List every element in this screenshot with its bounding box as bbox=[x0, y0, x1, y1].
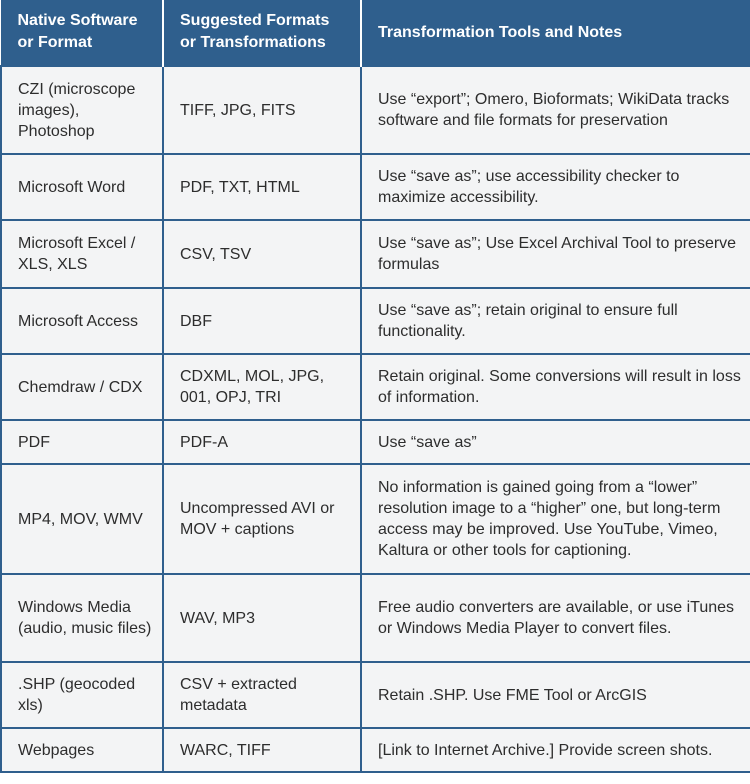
table-row: Microsoft Access DBF Use “save as”; reta… bbox=[0, 287, 750, 355]
cell-notes: Use “save as”; retain original to ensure… bbox=[360, 287, 750, 355]
cell-suggested-format: TIFF, JPG, FITS bbox=[162, 65, 362, 155]
cell-suggested-format: DBF bbox=[162, 287, 362, 355]
header-tools-notes: Transformation Tools and Notes bbox=[360, 0, 750, 66]
cell-suggested-format: PDF, TXT, HTML bbox=[162, 153, 362, 221]
table-row: Webpages WARC, TIFF [Link to Internet Ar… bbox=[0, 727, 750, 773]
cell-notes: [Link to Internet Archive.] Provide scre… bbox=[360, 727, 750, 773]
table-row: Windows Media (audio, music files) WAV, … bbox=[0, 573, 750, 663]
cell-native-format: Chemdraw / CDX bbox=[0, 353, 164, 421]
cell-notes: Use “save as”; Use Excel Archival Tool t… bbox=[360, 219, 750, 289]
header-native-software: Native Software or Format bbox=[0, 0, 163, 66]
table-row: .SHP (geocoded xls) CSV + extracted meta… bbox=[0, 661, 750, 729]
cell-native-format: Webpages bbox=[0, 727, 164, 773]
cell-native-format: PDF bbox=[0, 419, 164, 465]
table-row: Chemdraw / CDX CDXML, MOL, JPG, 001, OPJ… bbox=[0, 353, 750, 421]
cell-notes: Use “save as” bbox=[360, 419, 750, 465]
cell-suggested-format: PDF-A bbox=[162, 419, 362, 465]
table-row: Microsoft Word PDF, TXT, HTML Use “save … bbox=[0, 153, 750, 221]
cell-notes: Free audio converters are available, or … bbox=[360, 573, 750, 663]
table-row: Microsoft Excel / XLS, XLS CSV, TSV Use … bbox=[0, 219, 750, 289]
cell-suggested-format: CSV + extracted metadata bbox=[162, 661, 362, 729]
cell-notes: Use “export”; Omero, Bioformats; WikiDat… bbox=[360, 65, 750, 155]
cell-native-format: CZI (microscope images), Photoshop bbox=[0, 65, 164, 155]
table-row: PDF PDF-A Use “save as” bbox=[0, 419, 750, 465]
table-row: MP4, MOV, WMV Uncompressed AVI or MOV + … bbox=[0, 463, 750, 575]
cell-native-format: Microsoft Access bbox=[0, 287, 164, 355]
cell-suggested-format: CSV, TSV bbox=[162, 219, 362, 289]
cell-suggested-format: WARC, TIFF bbox=[162, 727, 362, 773]
table-row: CZI (microscope images), Photoshop TIFF,… bbox=[0, 65, 750, 155]
cell-suggested-format: Uncompressed AVI or MOV + captions bbox=[162, 463, 362, 575]
cell-notes: Retain .SHP. Use FME Tool or ArcGIS bbox=[360, 661, 750, 729]
cell-native-format: MP4, MOV, WMV bbox=[0, 463, 164, 575]
header-suggested-formats: Suggested Formats or Transformations bbox=[162, 0, 361, 66]
cell-notes: No information is gained going from a “l… bbox=[360, 463, 750, 575]
table-header-row: Native Software or Format Suggested Form… bbox=[0, 0, 750, 66]
cell-native-format: Microsoft Excel / XLS, XLS bbox=[0, 219, 164, 289]
cell-notes: Retain original. Some conversions will r… bbox=[360, 353, 750, 421]
cell-native-format: Windows Media (audio, music files) bbox=[0, 573, 164, 663]
cell-native-format: Microsoft Word bbox=[0, 153, 164, 221]
cell-native-format: .SHP (geocoded xls) bbox=[0, 661, 164, 729]
cell-suggested-format: CDXML, MOL, JPG, 001, OPJ, TRI bbox=[162, 353, 362, 421]
cell-notes: Use “save as”; use accessibility checker… bbox=[360, 153, 750, 221]
cell-suggested-format: WAV, MP3 bbox=[162, 573, 362, 663]
